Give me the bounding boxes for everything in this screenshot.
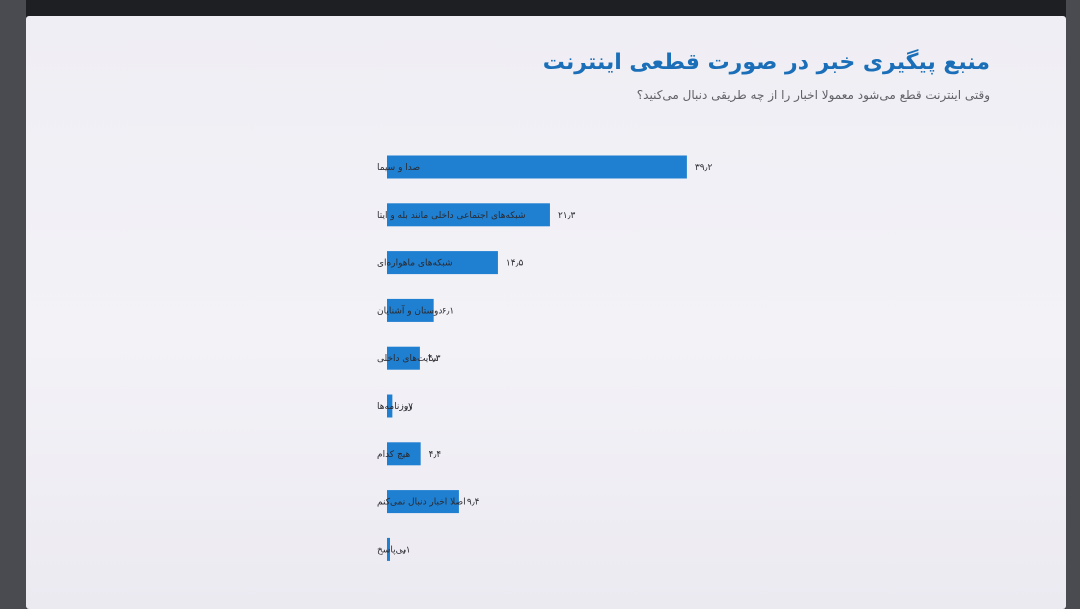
value-label-3: ۶٫۱	[442, 306, 455, 316]
value-label-1: ۲۱٫۳	[558, 211, 576, 221]
value-label-8: ۰٫۱	[398, 545, 411, 555]
monitor-bezel-left	[0, 0, 26, 609]
bar-8	[387, 537, 390, 561]
category-label-1: شبکه‌های اجتماعی داخلی مانند بله و ایتا	[377, 211, 526, 221]
bar-chart: صدا و سیما ۳۹٫۲ شبکه‌های اجتماعی داخلی مان…	[377, 155, 713, 561]
bar-6	[387, 442, 421, 466]
bar-7	[387, 490, 459, 514]
chart-subtitle: وقتی اینترنت قطع می‌شود معمولا اخبار را …	[636, 88, 990, 102]
category-label-7: اصلا اخبار دنبال نمی‌کنم	[377, 498, 466, 508]
bar-1	[387, 203, 550, 227]
category-label-0: صدا و سیما	[377, 163, 420, 173]
presentation-screen: منبع پیگیری خبر در صورت قطعی اینترنت وقت…	[26, 16, 1066, 609]
category-label-8: بی‌پاسخ	[377, 545, 406, 555]
bar-2	[387, 251, 498, 275]
value-label-6: ۴٫۴	[429, 450, 442, 460]
value-label-5: ۰٫۷	[400, 402, 413, 412]
bar-5	[387, 394, 393, 418]
category-label-6: هیچ کدام	[377, 450, 410, 460]
bar-0	[387, 155, 687, 179]
chart-title: منبع پیگیری خبر در صورت قطعی اینترنت	[542, 50, 990, 75]
bar-4	[387, 346, 420, 370]
category-label-2: شبکه‌های ماهواره‌ای	[377, 259, 453, 269]
value-label-0: ۳۹٫۲	[695, 163, 713, 173]
monitor-bezel-top	[0, 0, 1080, 18]
value-label-2: ۱۴٫۵	[506, 259, 524, 269]
monitor-bezel-right	[1066, 0, 1080, 609]
category-label-5: روزنامه‌ها	[377, 402, 412, 412]
bar-3	[387, 298, 434, 322]
category-label-3: دوستان و آشنایان	[377, 304, 442, 316]
value-label-4: ۴٫۳	[428, 354, 441, 364]
value-label-7: ۹٫۴	[467, 498, 480, 508]
category-label-4: سایت‌های داخلی	[377, 354, 439, 364]
